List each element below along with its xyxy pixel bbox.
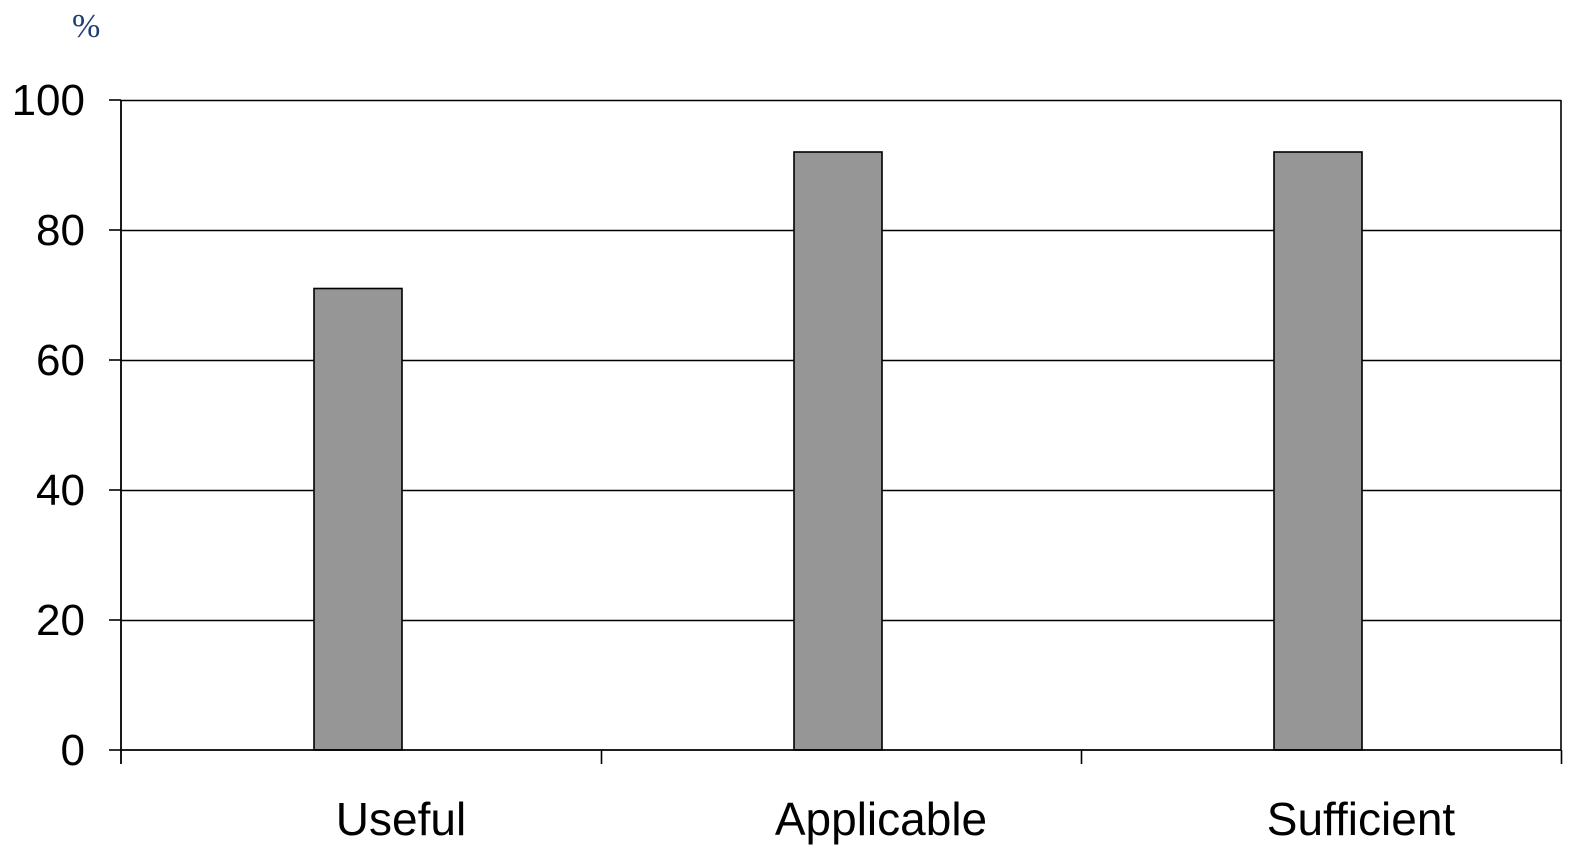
axes xyxy=(120,100,1563,764)
y-tick-label-60: 60 xyxy=(36,336,85,385)
y-unit-label: % xyxy=(72,8,100,45)
y-tick-label-40: 40 xyxy=(36,466,85,515)
x-axis-labels: Useful Applicable Sufficient xyxy=(336,793,1456,845)
y-axis-ticks: 0 20 40 60 80 100 xyxy=(12,76,121,775)
y-tick-label-0: 0 xyxy=(61,726,85,775)
x-label-useful: Useful xyxy=(336,793,466,845)
y-tick-label-20: 20 xyxy=(36,596,85,645)
bar-useful xyxy=(313,287,403,751)
bar-sufficient xyxy=(1273,151,1363,751)
bars xyxy=(313,151,1363,751)
x-label-sufficient: Sufficient xyxy=(1267,793,1456,845)
x-label-applicable: Applicable xyxy=(775,793,987,845)
y-tick-label-80: 80 xyxy=(36,206,85,255)
bar-applicable xyxy=(793,151,883,751)
y-tick-label-100: 100 xyxy=(12,76,85,125)
